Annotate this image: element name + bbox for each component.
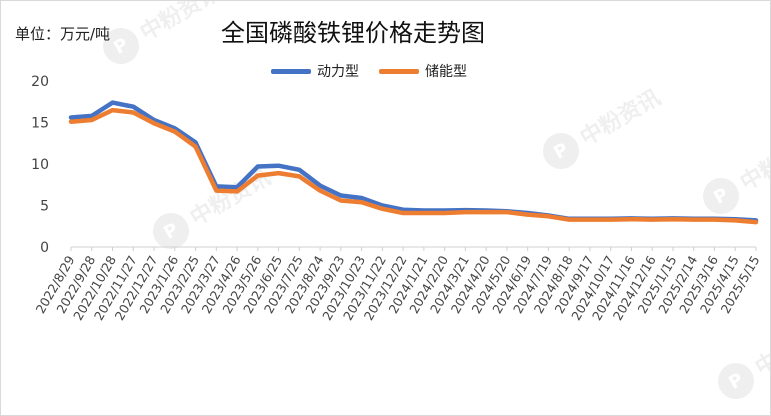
series-layer — [68, 100, 759, 225]
legend-swatch-storage — [379, 68, 419, 74]
series-line-power — [68, 100, 759, 223]
y-tick-label: 5 — [40, 199, 49, 215]
y-axis: 0 5 10 15 20 — [31, 74, 49, 256]
legend-label-power: 动力型 — [317, 64, 359, 80]
y-tick-label: 15 — [31, 116, 49, 132]
legend-label-storage: 储能型 — [425, 64, 467, 80]
legend-item-power: 动力型 — [271, 61, 359, 81]
x-axis: 2022/8/292022/9/282022/10/282022/11/2720… — [33, 246, 763, 323]
y-tick-label: 20 — [31, 74, 49, 90]
chart-title: 全国磷酸铁锂价格走势图 — [221, 19, 485, 47]
y-tick-label: 0 — [40, 240, 49, 256]
series-line-storage — [68, 107, 759, 225]
legend: 动力型 储能型 — [271, 61, 467, 81]
legend-item-storage: 储能型 — [379, 61, 467, 81]
svg-text:中粉资讯: 中粉资讯 — [751, 315, 770, 381]
svg-text:中粉资讯: 中粉资讯 — [576, 85, 665, 151]
legend-swatch-power — [271, 68, 311, 74]
svg-text:中粉资讯: 中粉资讯 — [136, 1, 225, 46]
svg-text:中粉资讯: 中粉资讯 — [736, 130, 770, 196]
y-tick-label: 10 — [31, 157, 49, 173]
unit-label: 单位：万元/吨 — [15, 25, 111, 43]
